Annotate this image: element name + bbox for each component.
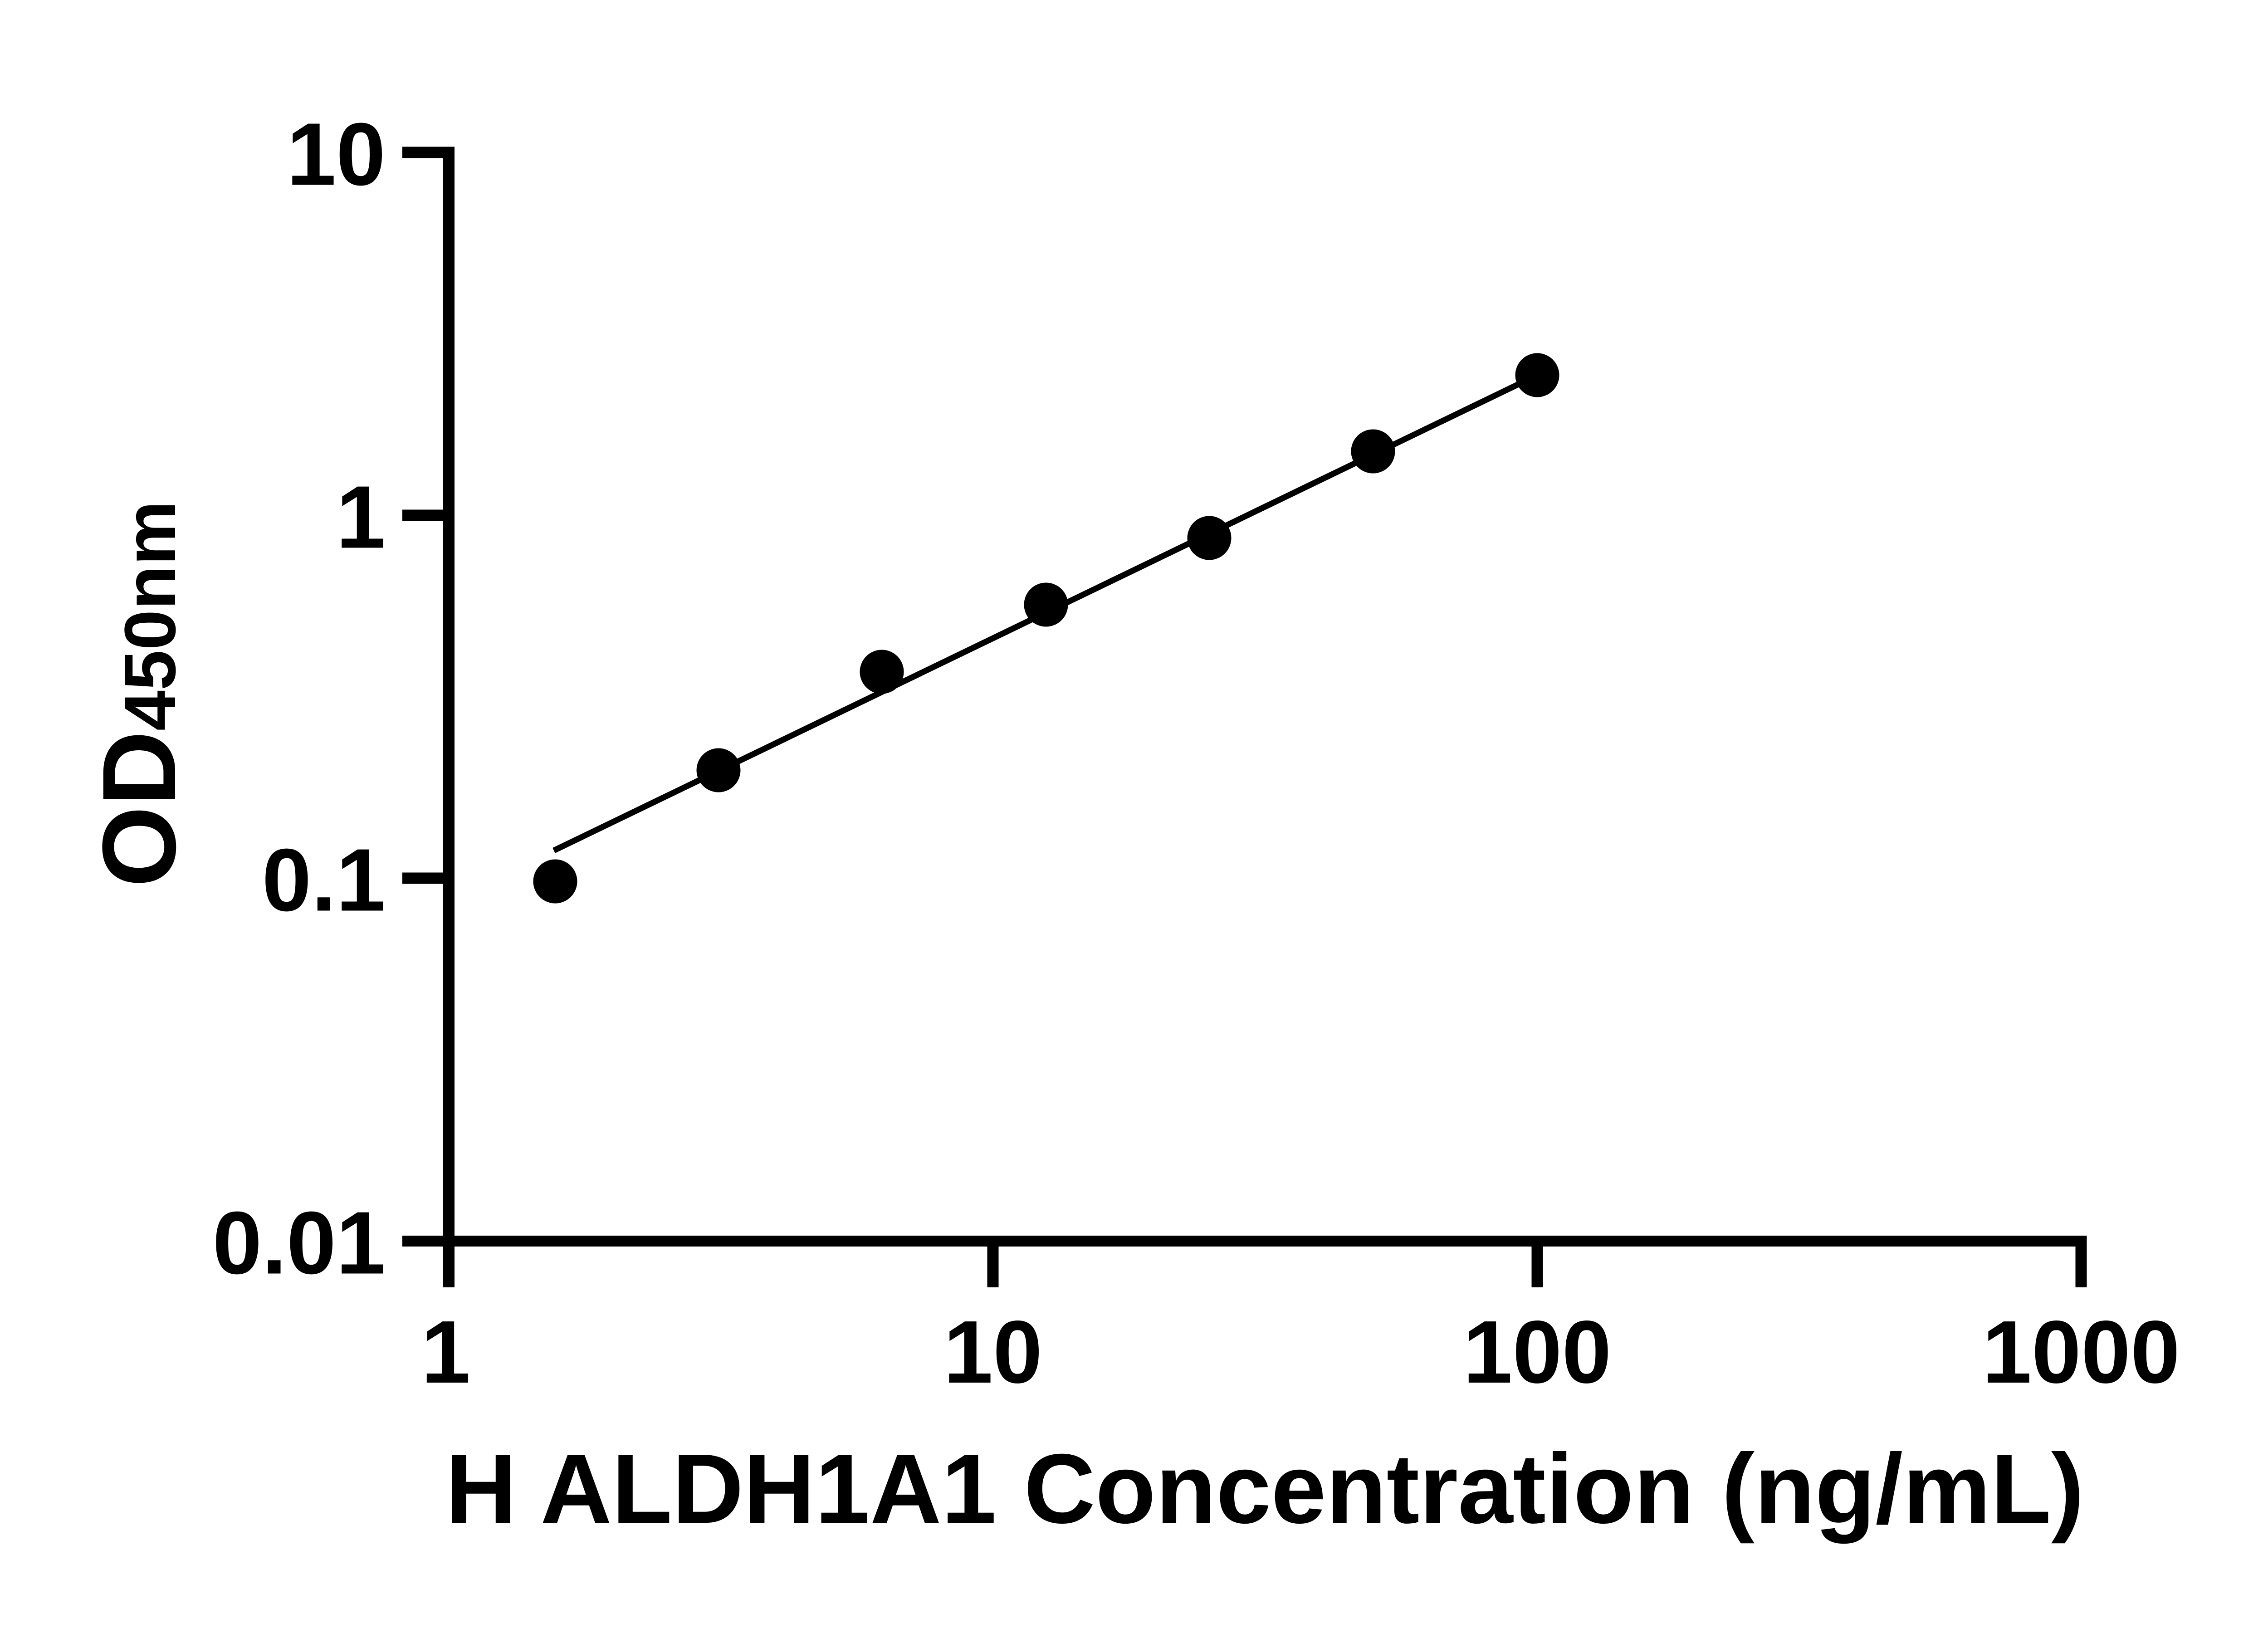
svg-text:1: 1 [421, 1302, 470, 1402]
svg-text:0.1: 0.1 [262, 831, 386, 930]
svg-text:1000: 1000 [1982, 1302, 2180, 1402]
svg-text:100: 100 [1463, 1302, 1611, 1402]
svg-text:1: 1 [336, 468, 386, 567]
svg-text:10: 10 [943, 1302, 1042, 1402]
svg-text:0.01: 0.01 [213, 1193, 386, 1293]
svg-text:H ALDH1A1 Concentration (ng/mL: H ALDH1A1 Concentration (ng/mL) [445, 1434, 2084, 1544]
svg-text:10: 10 [287, 105, 386, 204]
